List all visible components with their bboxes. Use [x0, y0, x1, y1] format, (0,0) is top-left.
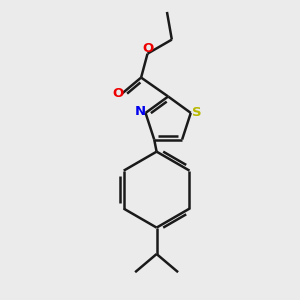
Text: O: O	[142, 42, 153, 55]
Text: S: S	[192, 106, 202, 119]
Text: O: O	[112, 87, 124, 100]
Text: N: N	[135, 105, 146, 119]
